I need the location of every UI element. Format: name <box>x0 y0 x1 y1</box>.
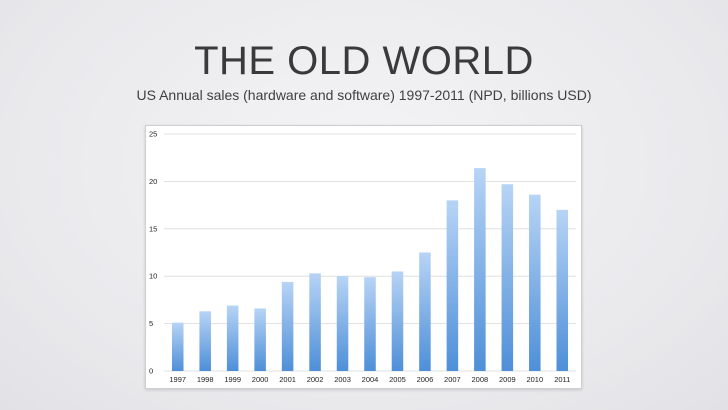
x-tick-label: 2008 <box>472 375 489 384</box>
y-tick-label: 0 <box>149 367 153 376</box>
bar-1997 <box>171 322 184 371</box>
bar-2008 <box>474 168 486 371</box>
x-tick-label: 2001 <box>279 375 296 384</box>
x-tick-label: 1998 <box>197 375 214 384</box>
x-tick-label: 1997 <box>169 375 186 384</box>
x-tick-label: 2010 <box>526 375 543 384</box>
bar-2002 <box>309 273 321 371</box>
bar-2003 <box>336 276 349 371</box>
y-tick-label: 15 <box>149 224 157 233</box>
bar-1999 <box>226 305 239 371</box>
x-tick-label: 2006 <box>417 375 434 384</box>
x-tick-label: 2003 <box>334 375 351 384</box>
x-tick-label: 2002 <box>307 375 324 384</box>
bar-1998 <box>199 311 211 371</box>
bar-2004 <box>364 277 376 371</box>
bar-2006 <box>419 252 431 371</box>
bar-chart: 0 5 10 15 20 25 1997 1998 1999 2000 2001 2002 2003 2… <box>149 130 576 384</box>
y-axis-labels: 0 5 10 15 20 25 <box>149 130 157 376</box>
x-tick-label: 2000 <box>252 375 269 384</box>
slide-subtitle: US Annual sales (hardware and software) … <box>136 87 592 103</box>
bars-layer <box>171 168 569 371</box>
x-tick-label: 2009 <box>499 375 516 384</box>
y-tick-label: 5 <box>149 319 153 328</box>
y-tick-label: 20 <box>149 177 157 186</box>
x-tick-label: 2011 <box>554 375 570 384</box>
bar-2009 <box>501 184 514 371</box>
slide-title: THE OLD WORLD <box>194 39 534 83</box>
x-tick-label: 2005 <box>389 375 406 384</box>
bar-2011 <box>556 209 569 371</box>
x-tick-label: 2004 <box>362 375 379 384</box>
x-tick-label: 1999 <box>224 375 241 384</box>
chart-frame: 0 5 10 15 20 25 1997 1998 1999 2000 2001 2002 2003 2… <box>145 125 582 389</box>
y-tick-label: 10 <box>149 272 157 281</box>
x-tick-label: 2007 <box>444 375 461 384</box>
bar-2001 <box>281 281 294 371</box>
bar-2010 <box>529 194 541 371</box>
x-axis-labels: 1997 1998 1999 2000 2001 2002 2003 2004 2005 2006… <box>169 375 570 384</box>
bar-2005 <box>391 271 404 371</box>
bar-2000 <box>254 308 266 371</box>
y-tick-label: 25 <box>149 130 157 139</box>
bar-2007 <box>446 200 459 371</box>
